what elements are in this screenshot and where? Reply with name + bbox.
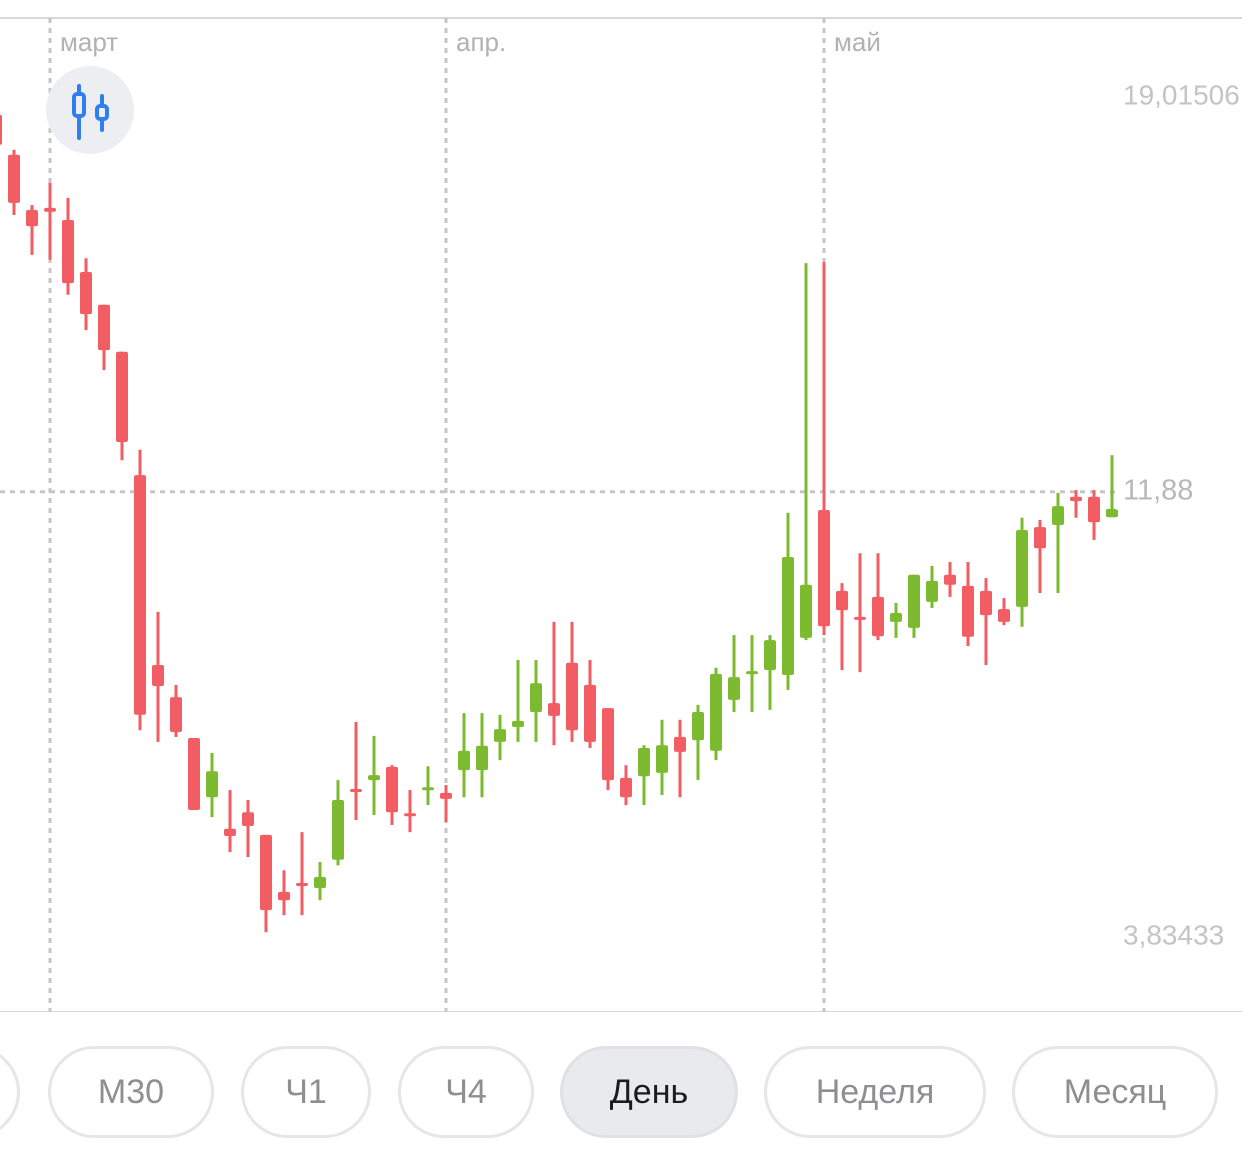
candle-body xyxy=(692,712,704,741)
candle-body xyxy=(512,720,524,727)
candle-body xyxy=(26,210,38,227)
candle-body xyxy=(548,703,560,716)
candle-body xyxy=(242,812,254,827)
candle-body xyxy=(746,671,758,675)
candle-body xyxy=(1088,496,1100,523)
x-tick-label: март xyxy=(60,27,118,57)
candle-body xyxy=(494,729,506,742)
candle-body xyxy=(368,775,380,781)
candle-body xyxy=(962,585,974,637)
candle-body xyxy=(1016,529,1028,607)
candle-body xyxy=(206,771,218,798)
x-tick-label: май xyxy=(834,27,881,57)
candle-body xyxy=(584,684,596,742)
candle-body xyxy=(800,584,812,638)
candle-body xyxy=(80,272,92,315)
price-label-bg xyxy=(1116,473,1242,510)
candle-body xyxy=(170,697,182,732)
candle-body xyxy=(872,596,884,637)
timeframe-button[interactable]: Неделя xyxy=(764,1046,986,1138)
candle-body xyxy=(782,557,794,675)
candle-body xyxy=(458,750,470,771)
candle-body xyxy=(566,662,578,731)
candle-body xyxy=(134,475,146,715)
timeframe-button[interactable]: M30 xyxy=(48,1046,214,1138)
candle-body xyxy=(530,683,542,713)
icon xyxy=(95,104,109,121)
candle-body xyxy=(296,883,308,887)
candle-body xyxy=(152,664,164,687)
candle-body xyxy=(422,787,434,791)
chart: март апр. май 19,01506 3,83433 11,88 xyxy=(0,17,1242,1012)
button-bg xyxy=(46,66,134,154)
candle-body xyxy=(998,609,1010,622)
candle-body xyxy=(728,677,740,700)
candle-body xyxy=(656,745,668,773)
candle-body xyxy=(926,580,938,602)
candle-body xyxy=(818,510,830,627)
candle-body xyxy=(764,640,776,670)
candle-body xyxy=(0,114,2,145)
candle-body xyxy=(1070,496,1082,502)
candle-body xyxy=(890,612,902,622)
timeframe-button[interactable]: День xyxy=(560,1046,738,1138)
icon xyxy=(72,92,86,118)
chart-type-button[interactable] xyxy=(46,66,134,154)
candle-body xyxy=(260,834,272,911)
y-tick-label: 3,83433 xyxy=(1123,919,1224,950)
candle-body xyxy=(188,738,200,810)
candle-body xyxy=(350,788,362,792)
candle-body xyxy=(332,800,344,860)
x-tick-label: апр. xyxy=(456,27,506,57)
candle-body xyxy=(638,748,650,777)
candle-body xyxy=(1106,508,1118,518)
timeframe-button[interactable]: Ч4 xyxy=(398,1046,534,1138)
timeframe-button[interactable] xyxy=(0,1046,20,1138)
candle-body xyxy=(944,574,956,585)
candle-body xyxy=(8,154,20,203)
candle-body xyxy=(440,792,452,799)
candle-body xyxy=(314,876,326,889)
candle-body xyxy=(908,574,920,628)
y-tick-label: 19,01506 xyxy=(1123,79,1240,110)
timeframe-button[interactable]: Ч1 xyxy=(241,1046,371,1138)
candle-body xyxy=(44,207,56,212)
candle-body xyxy=(98,304,110,351)
candle-body xyxy=(710,673,722,751)
candle-body xyxy=(980,590,992,616)
candle-body xyxy=(116,351,128,442)
candle-body xyxy=(1052,506,1064,525)
candle-body xyxy=(386,766,398,813)
candle-body xyxy=(278,891,290,901)
candle-body xyxy=(224,828,236,837)
candle-body xyxy=(404,813,416,817)
candle-body xyxy=(854,616,866,620)
timeframe-button[interactable]: Месяц xyxy=(1012,1046,1218,1138)
candle-body xyxy=(602,708,614,781)
candle-body xyxy=(836,590,848,611)
price-label: 11,88 xyxy=(1123,474,1193,506)
candle-body xyxy=(674,736,686,752)
candle-body xyxy=(62,220,74,284)
candle-body xyxy=(620,777,632,798)
candle-body xyxy=(476,745,488,771)
candle-body xyxy=(1034,527,1046,549)
